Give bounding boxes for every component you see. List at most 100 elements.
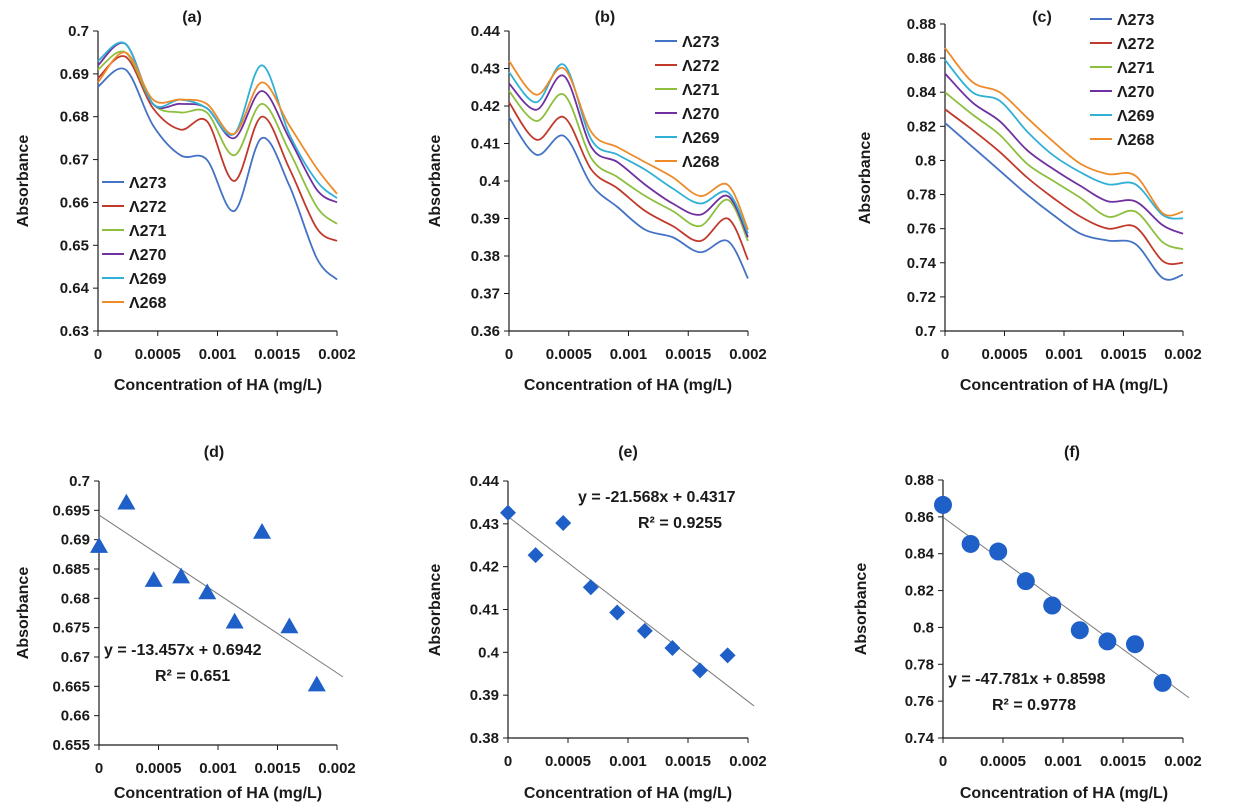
chart-3-series-line-l268 <box>944 47 1184 217</box>
chart-4-y-tick-label: 0.7 <box>69 473 90 490</box>
chart-5-equation-label: y = -21.568x + 0.4317 <box>578 489 736 506</box>
chart-6-x-tick-label: 0.0005 <box>980 753 1026 770</box>
chart-2-x-tick-label: 0.0015 <box>665 346 711 363</box>
chart-2-y-tick-label: 0.44 <box>471 23 501 40</box>
chart-4-data-point <box>117 493 136 510</box>
chart-2-x-axis-label: Concentration of HA (mg/L) <box>524 377 732 394</box>
chart-2-y-tick-label: 0.37 <box>471 286 500 303</box>
chart-5-x-tick-label: 0.002 <box>729 753 767 770</box>
chart-4-x-tick-label: 0.0015 <box>255 760 301 777</box>
chart-2-legend-entry: Λ268 <box>682 154 719 171</box>
chart-1-series-line-l271 <box>97 50 338 225</box>
chart-2-legend-entry: Λ269 <box>682 130 719 147</box>
chart-2-y-tick-label: 0.39 <box>471 211 500 228</box>
chart-3-y-tick-label: 0.78 <box>907 187 936 204</box>
chart-1-y-tick-label: 0.64 <box>60 280 90 297</box>
chart-2-x-tick-label: 0.001 <box>610 346 648 363</box>
chart-3-legend-entry: Λ270 <box>1117 84 1154 101</box>
chart-6-y-axis-label: Absorbance <box>853 563 870 656</box>
chart-4-data-point <box>225 612 244 629</box>
chart-3-series-line-l273 <box>944 122 1184 281</box>
chart-3-series-line-l270 <box>944 72 1184 235</box>
chart-4-data-point <box>253 523 272 539</box>
chart-6-data-point <box>1126 635 1144 654</box>
chart-3-x-tick-label: 0.002 <box>1164 346 1202 363</box>
chart-5-x-tick-label: 0.001 <box>609 753 647 770</box>
chart-1-legend-entry: Λ272 <box>129 199 166 216</box>
chart-1-y-tick-label: 0.68 <box>60 109 89 126</box>
chart-2-y-tick-label: 0.43 <box>471 61 500 78</box>
chart-1-x-tick-label: 0.0015 <box>254 346 300 363</box>
chart-3-legend-entry: Λ269 <box>1117 108 1154 125</box>
chart-1-x-tick-label: 0.001 <box>199 346 237 363</box>
chart-6-data-point <box>1098 632 1117 651</box>
chart-2-x-tick-label: 0.002 <box>729 346 767 363</box>
chart-4-x-tick-label: 0.002 <box>318 760 356 777</box>
chart-5-data-point <box>527 547 544 564</box>
chart-1-y-tick-label: 0.66 <box>60 194 89 211</box>
chart-4-y-tick-label: 0.66 <box>61 708 90 725</box>
chart-5-data-point <box>582 579 599 596</box>
chart-3-x-tick-label: 0 <box>941 346 949 363</box>
chart-2-x-tick-label: 0 <box>505 346 513 363</box>
chart-6-equation-label: y = -47.781x + 0.8598 <box>948 671 1106 688</box>
chart-1-legend-entry: Λ270 <box>129 247 166 264</box>
chart-3-x-tick-label: 0.001 <box>1045 346 1083 363</box>
chart-3-x-tick-label: 0.0015 <box>1101 346 1147 363</box>
chart-3-legend-entry: Λ268 <box>1117 132 1154 149</box>
chart-3-y-tick-label: 0.76 <box>907 221 936 238</box>
chart-5-y-tick-label: 0.4 <box>478 644 500 661</box>
chart-6-y-tick-label: 0.8 <box>913 619 934 636</box>
chart-2-legend-entry: Λ271 <box>682 82 719 99</box>
chart-2-series-line-l271 <box>508 90 749 242</box>
chart-5-panel-label: (e) <box>618 444 638 461</box>
chart-6-x-tick-label: 0.002 <box>1164 753 1202 770</box>
chart-1-legend-entry: Λ268 <box>129 295 166 312</box>
chart-6-x-tick-label: 0.001 <box>1044 753 1082 770</box>
chart-4-y-axis-label: Absorbance <box>15 567 32 660</box>
chart-5-y-axis-label: Absorbance <box>427 564 444 657</box>
chart-6-data-point <box>1016 572 1035 591</box>
chart-5-data-point <box>692 662 708 679</box>
chart-6-y-tick-label: 0.84 <box>905 546 935 563</box>
chart-4-data-point <box>144 571 163 587</box>
chart-5-x-tick-label: 0.0015 <box>665 753 711 770</box>
chart-4-x-tick-label: 0 <box>95 760 103 777</box>
chart-2-y-tick-label: 0.4 <box>479 173 501 190</box>
chart-3-y-tick-label: 0.88 <box>907 16 936 33</box>
chart-2-legend-entry: Λ270 <box>682 106 719 123</box>
chart-4-x-axis-label: Concentration of HA (mg/L) <box>114 785 322 802</box>
chart-1-y-tick-label: 0.67 <box>60 152 89 169</box>
chart-1-x-tick-label: 0.002 <box>318 346 356 363</box>
chart-5-x-tick-label: 0 <box>504 753 512 770</box>
chart-2-y-tick-label: 0.42 <box>471 98 500 115</box>
chart-4-data-point <box>90 537 108 553</box>
chart-6-y-tick-label: 0.78 <box>905 656 934 673</box>
chart-4-y-tick-label: 0.695 <box>52 502 90 519</box>
chart-5-y-tick-label: 0.38 <box>470 730 499 747</box>
chart-2-y-tick-label: 0.41 <box>471 136 500 153</box>
chart-5-data-point <box>609 604 626 621</box>
chart-1-y-tick-label: 0.65 <box>60 237 89 254</box>
chart-1-x-tick-label: 0.0005 <box>135 346 181 363</box>
chart-2-series-line-l273 <box>508 116 749 279</box>
chart-6-trendline <box>942 516 1190 699</box>
chart-5-data-point <box>500 504 516 521</box>
chart-3-y-tick-label: 0.8 <box>915 152 936 169</box>
chart-4-r2-label: R² = 0.651 <box>155 668 230 685</box>
chart-2-legend-entry: Λ273 <box>682 34 719 51</box>
chart-3-x-tick-label: 0.0005 <box>982 346 1028 363</box>
chart-1-y-tick-label: 0.7 <box>68 23 89 40</box>
chart-4-equation-label: y = -13.457x + 0.6942 <box>104 642 262 659</box>
chart-6-panel-label: (f) <box>1064 444 1080 461</box>
chart-4-y-tick-label: 0.69 <box>61 532 90 549</box>
chart-3-y-tick-label: 0.7 <box>915 323 936 340</box>
chart-1-series-line-l273 <box>97 67 338 281</box>
chart-6-data-point <box>1070 621 1089 640</box>
chart-6-x-tick-label: 0.0015 <box>1100 753 1146 770</box>
chart-1-x-tick-label: 0 <box>94 346 102 363</box>
chart-6-y-tick-label: 0.76 <box>905 693 934 710</box>
chart-5-y-tick-label: 0.41 <box>470 602 499 619</box>
chart-6-data-point <box>989 542 1008 561</box>
